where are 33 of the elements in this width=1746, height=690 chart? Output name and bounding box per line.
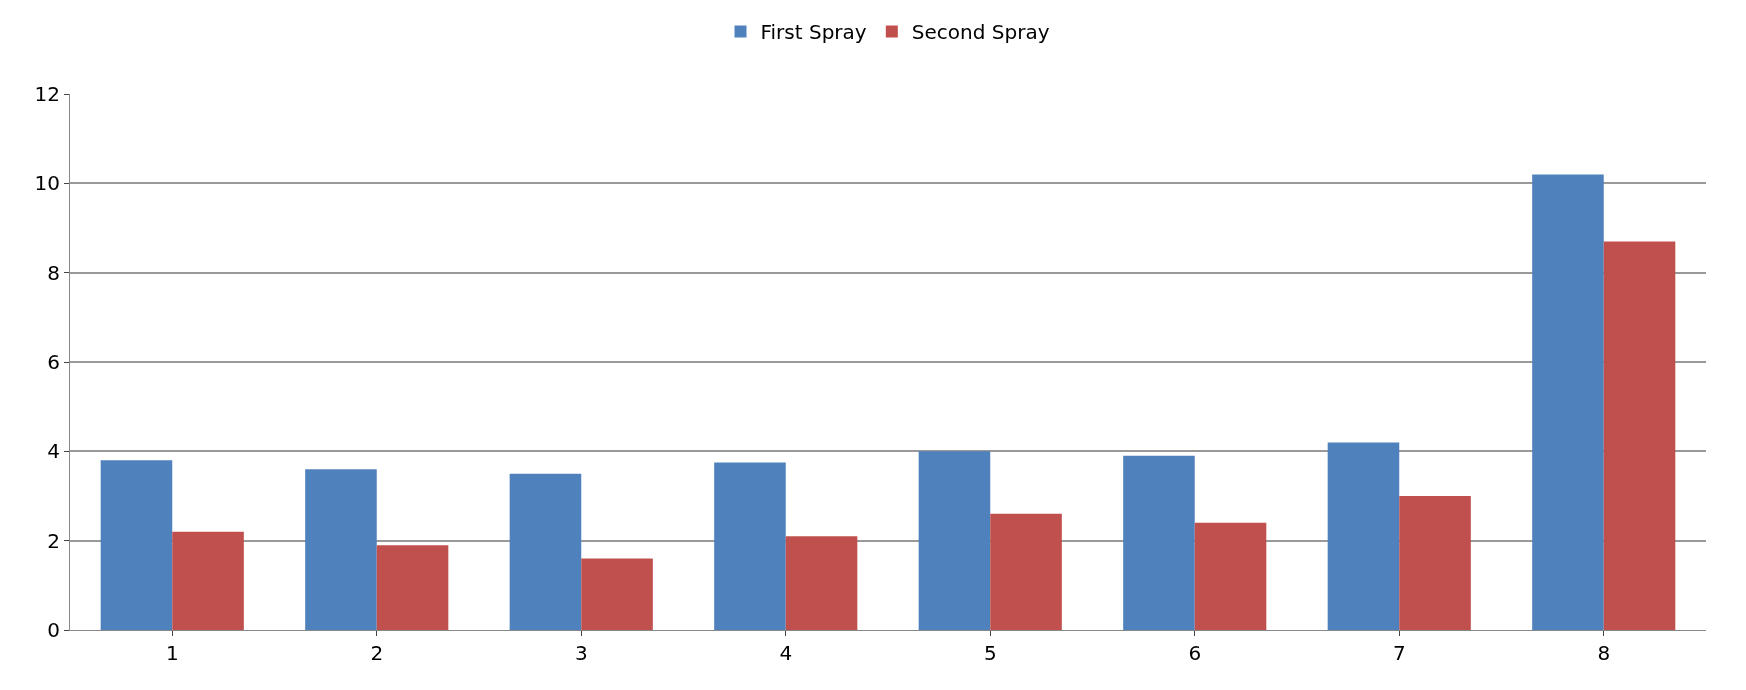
bar <box>990 513 1062 630</box>
bar <box>305 469 377 630</box>
bar <box>1399 496 1471 630</box>
bar <box>376 545 449 630</box>
x-tick-label: 4 <box>779 641 793 665</box>
bar <box>100 460 173 630</box>
y-tick-label: 12 <box>34 82 60 106</box>
y-tick-label: 10 <box>34 171 60 196</box>
bar <box>1603 241 1676 630</box>
bar <box>509 473 582 630</box>
legend-label: Second Spray <box>911 20 1050 45</box>
y-tick-label: 2 <box>47 528 60 553</box>
x-tick-label: 2 <box>370 641 384 665</box>
bar <box>1327 442 1400 630</box>
bar <box>172 531 244 630</box>
y-tick-label: 0 <box>47 618 60 642</box>
bar <box>918 451 991 630</box>
bar <box>1123 455 1195 630</box>
bar <box>1194 522 1267 630</box>
x-tick-label: 3 <box>574 641 588 665</box>
y-tick-label: 6 <box>47 350 60 374</box>
bar <box>581 558 653 630</box>
x-tick-label: 6 <box>1188 641 1202 665</box>
x-tick-label: 5 <box>983 641 997 665</box>
bar <box>785 536 858 630</box>
y-tick-label: 8 <box>47 260 60 285</box>
bar <box>1532 174 1604 630</box>
y-tick-label: 4 <box>47 439 60 464</box>
x-tick-label: 8 <box>1597 641 1611 665</box>
x-tick-label: 7 <box>1392 641 1406 665</box>
x-tick-label: 1 <box>165 641 179 665</box>
bar <box>714 462 786 630</box>
legend-label: First Spray <box>760 20 867 45</box>
